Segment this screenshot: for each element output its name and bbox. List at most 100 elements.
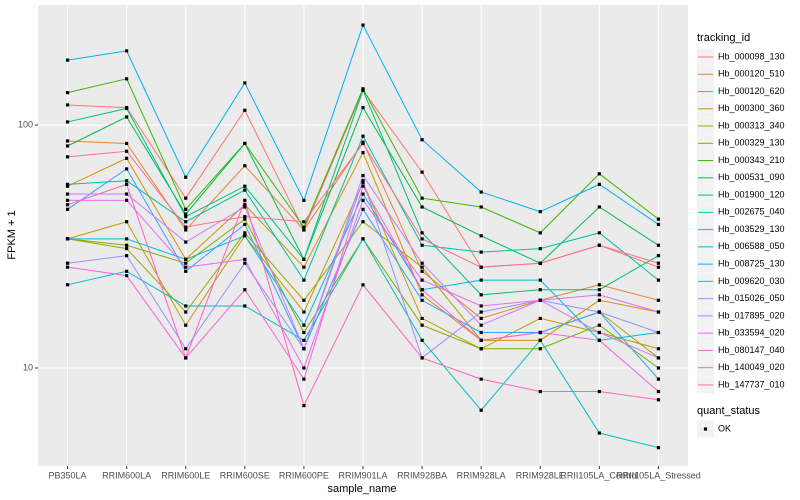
data-point bbox=[597, 205, 601, 209]
data-point bbox=[361, 134, 365, 138]
data-point bbox=[65, 261, 70, 265]
data-point bbox=[420, 323, 424, 327]
data-point bbox=[243, 205, 247, 209]
data-point bbox=[65, 198, 70, 202]
data-point bbox=[65, 237, 70, 241]
data-point bbox=[479, 323, 483, 327]
data-point bbox=[420, 356, 424, 360]
data-point bbox=[184, 212, 188, 216]
legend-label: Hb_008725_130 bbox=[718, 258, 785, 268]
data-point bbox=[302, 225, 306, 229]
data-point bbox=[656, 330, 661, 335]
data-point bbox=[479, 408, 483, 412]
data-point bbox=[243, 184, 247, 188]
data-point bbox=[125, 247, 129, 251]
legend-label: Hb_147737_010 bbox=[718, 379, 785, 389]
data-point bbox=[656, 347, 661, 351]
legend-label: Hb_000313_340 bbox=[718, 120, 785, 130]
legend-label: Hb_006588_050 bbox=[718, 241, 785, 251]
data-point bbox=[184, 214, 188, 219]
data-point bbox=[597, 231, 601, 235]
data-point bbox=[125, 179, 129, 183]
legend-point bbox=[703, 427, 708, 431]
data-point bbox=[243, 304, 247, 308]
legend-label: Hb_000098_130 bbox=[718, 51, 785, 61]
data-point bbox=[420, 261, 424, 265]
legend-label: Hb_140049_020 bbox=[718, 362, 785, 372]
data-point bbox=[125, 106, 129, 111]
data-point bbox=[597, 298, 601, 302]
data-point bbox=[243, 203, 247, 207]
data-point bbox=[420, 205, 424, 209]
data-point bbox=[65, 144, 70, 148]
data-point bbox=[597, 330, 601, 335]
data-point bbox=[538, 338, 542, 342]
data-point bbox=[243, 288, 247, 292]
data-point bbox=[538, 210, 542, 214]
data-point bbox=[125, 182, 129, 186]
data-point bbox=[125, 115, 129, 119]
data-point bbox=[361, 198, 365, 202]
data-point bbox=[597, 431, 601, 435]
data-point bbox=[302, 377, 306, 381]
data-point bbox=[656, 261, 661, 265]
data-point bbox=[65, 58, 70, 62]
data-point bbox=[125, 149, 129, 153]
data-point bbox=[302, 265, 306, 269]
legend-label: Hb_003529_130 bbox=[718, 224, 785, 234]
x-tick-label: RRIM600LA bbox=[102, 470, 151, 480]
data-point bbox=[420, 231, 424, 235]
data-point bbox=[420, 288, 424, 292]
data-point bbox=[361, 207, 365, 211]
data-point bbox=[656, 446, 661, 450]
data-point bbox=[361, 184, 365, 188]
data-point bbox=[125, 49, 129, 53]
data-point bbox=[184, 304, 188, 308]
x-tick-label: RRIM600SE bbox=[220, 470, 270, 480]
data-point bbox=[361, 192, 365, 196]
data-point bbox=[302, 298, 306, 302]
data-point bbox=[65, 120, 70, 124]
data-point bbox=[125, 198, 129, 202]
legend-label: Hb_001900_120 bbox=[718, 189, 785, 199]
data-point bbox=[125, 237, 129, 241]
data-point bbox=[420, 265, 424, 269]
x-tick-label: RRIM928LE bbox=[516, 470, 565, 480]
data-point bbox=[479, 377, 483, 381]
data-point bbox=[538, 330, 542, 335]
data-point bbox=[538, 288, 542, 292]
data-point bbox=[538, 261, 542, 265]
data-point bbox=[65, 207, 70, 211]
data-point bbox=[125, 167, 129, 171]
data-point bbox=[125, 269, 129, 273]
data-point bbox=[184, 323, 188, 327]
legend-title: tracking_id bbox=[697, 32, 750, 44]
data-point bbox=[184, 269, 188, 273]
data-point bbox=[420, 237, 424, 241]
data-point bbox=[597, 288, 601, 292]
data-point bbox=[302, 366, 306, 370]
data-point bbox=[361, 220, 365, 224]
data-point bbox=[420, 298, 424, 302]
legend-label: Hb_009620_030 bbox=[718, 276, 785, 286]
data-point bbox=[597, 283, 601, 287]
data-point bbox=[420, 338, 424, 342]
x-tick-label: RRII105LA_Stressed bbox=[616, 470, 701, 480]
x-tick-label: RRIM901LA bbox=[338, 470, 387, 480]
legend-label: Hb_000531_090 bbox=[718, 172, 785, 182]
data-point bbox=[184, 225, 188, 229]
data-point bbox=[125, 77, 129, 81]
legend-label: Hb_000343_210 bbox=[718, 155, 785, 165]
data-point bbox=[184, 261, 188, 265]
data-point bbox=[302, 404, 306, 408]
data-point bbox=[597, 323, 601, 327]
data-point bbox=[184, 265, 188, 269]
data-point bbox=[479, 205, 483, 209]
data-point bbox=[184, 356, 188, 360]
data-point bbox=[184, 257, 188, 261]
legend-label: Hb_000300_360 bbox=[718, 103, 785, 113]
data-point bbox=[65, 139, 70, 143]
data-point bbox=[125, 254, 129, 258]
data-point bbox=[65, 203, 70, 207]
